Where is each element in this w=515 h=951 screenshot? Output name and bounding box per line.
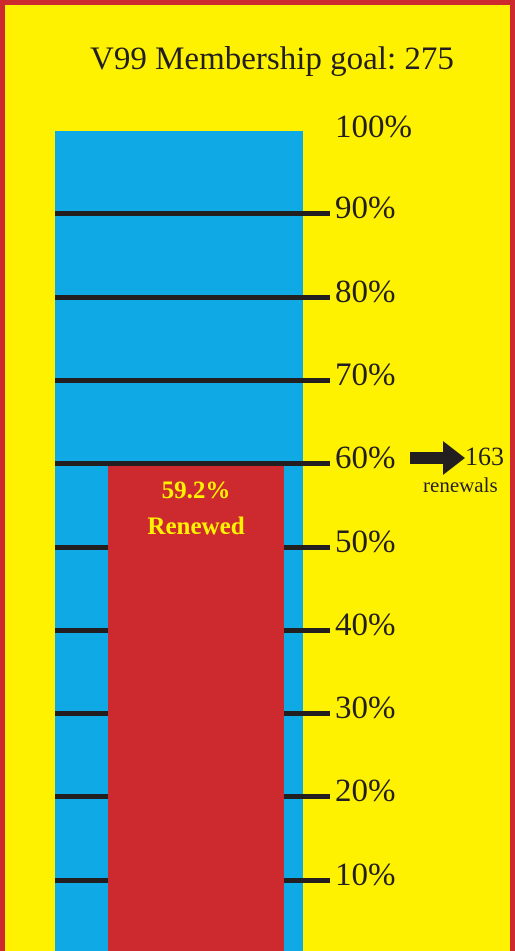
tick-label: 90% <box>335 190 396 227</box>
tick-line <box>55 877 108 883</box>
renewals-label: renewals <box>423 472 498 497</box>
tick-line <box>55 544 108 550</box>
right-arrow-icon <box>410 440 465 475</box>
tick-line <box>284 627 330 633</box>
tick-line <box>55 461 330 467</box>
tick-label: 50% <box>335 523 396 560</box>
progress-status-label: Renewed <box>147 513 245 541</box>
tick-label: 30% <box>335 690 396 727</box>
tick-line <box>55 711 108 717</box>
progress-fill <box>108 464 284 951</box>
tick-label: 80% <box>335 273 396 310</box>
tick-line <box>284 544 330 550</box>
progress-label: 59.2% Renewed <box>108 473 284 546</box>
tick-label: 60% <box>335 440 396 477</box>
tick-label: 70% <box>335 356 396 393</box>
tick-label: 100% <box>335 109 412 145</box>
tick-line <box>284 877 330 883</box>
tick-line <box>55 294 330 300</box>
tick-line <box>55 377 330 383</box>
tick-line <box>284 711 330 717</box>
renewals-count: 163 <box>465 441 504 471</box>
tick-label: 20% <box>335 773 396 810</box>
tick-label: 10% <box>335 856 396 893</box>
tick-line <box>284 794 330 800</box>
progress-percent-label: 59.2% <box>161 476 231 504</box>
tick-line <box>55 211 330 217</box>
tick-label: 40% <box>335 606 396 643</box>
chart-title: V99 Membership goal: 275 <box>90 41 454 77</box>
tick-line <box>55 794 108 800</box>
tick-line <box>55 627 108 633</box>
